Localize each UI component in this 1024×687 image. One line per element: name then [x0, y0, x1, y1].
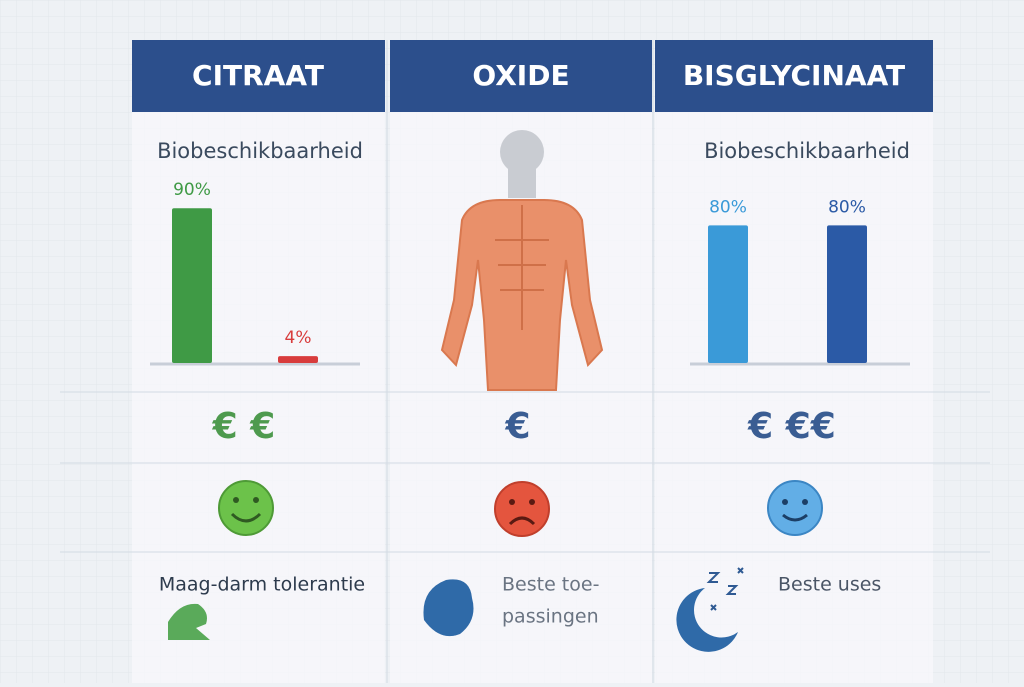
bar: [827, 225, 867, 363]
subtitle: Biobeschikbaarheid: [157, 139, 363, 163]
bar: [278, 356, 318, 363]
caption: Beste toe-: [502, 574, 599, 596]
bar: [708, 225, 748, 363]
bar-label: 80%: [709, 197, 747, 217]
header: OXIDE: [472, 59, 569, 92]
header-cell: [390, 40, 652, 112]
body-figure: [440, 130, 604, 391]
price: €: [504, 406, 530, 447]
bar: [172, 208, 212, 363]
moon-icon: [676, 588, 738, 652]
smiley-sad: [494, 481, 550, 537]
row-dividers: [60, 40, 990, 683]
subtitle: Biobeschikbaarheid: [704, 139, 910, 163]
sleep-icon: [706, 567, 744, 611]
header: BISGLYCINAAT: [683, 59, 905, 92]
header-cell: [655, 40, 933, 112]
smiley-content: [767, 480, 823, 536]
header: CITRAAT: [192, 59, 324, 92]
caption: Maag-darm tolerantie: [159, 574, 365, 596]
bar-label: 80%: [828, 197, 866, 217]
smiley-happy: [218, 480, 274, 536]
price: € €: [212, 406, 276, 447]
bar-label: 90%: [173, 180, 211, 200]
price: € €€: [747, 406, 836, 447]
column-panel: [655, 40, 933, 683]
digestion-icon: [423, 579, 474, 637]
caption: Beste uses: [778, 574, 881, 596]
header-cell: [132, 40, 385, 112]
caption: passingen: [502, 606, 599, 628]
muscle-icon: [168, 603, 210, 640]
bar-label: 4%: [285, 328, 312, 348]
